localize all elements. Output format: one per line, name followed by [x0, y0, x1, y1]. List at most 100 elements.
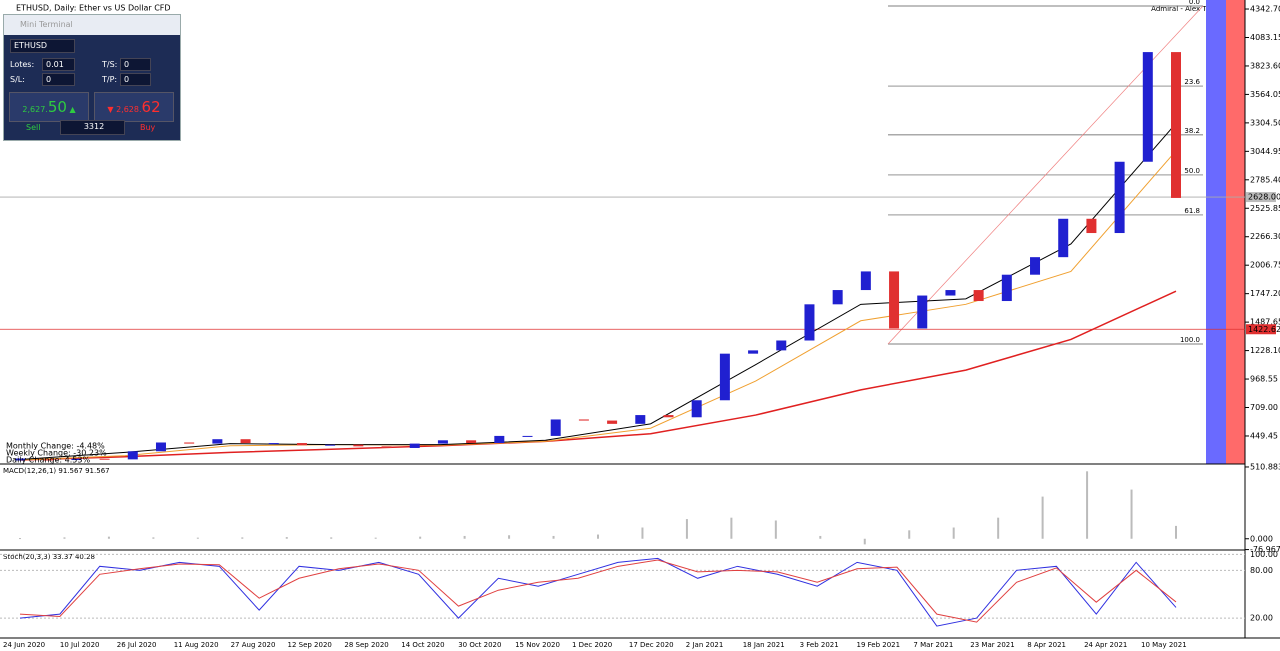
change-label: Daily Change: 4.53% [6, 456, 90, 465]
indicator-band [1226, 0, 1245, 464]
current-price-label: 2628.00 [1248, 193, 1280, 202]
indicator-band [1206, 0, 1226, 464]
ma-black [19, 123, 1177, 460]
macd-bar [552, 535, 555, 539]
date-label: 14 Oct 2020 [401, 641, 444, 649]
sell-price-big: 50 [47, 98, 67, 116]
date-label: 1 Dec 2020 [572, 641, 612, 649]
buy-price[interactable]: ▼ 2,628.62 [94, 92, 174, 122]
buy-price-small: 2,628. [116, 105, 142, 114]
date-label: 19 Feb 2021 [857, 641, 901, 649]
candle [607, 420, 618, 424]
candle [832, 290, 843, 305]
date-label: 27 Aug 2020 [231, 641, 276, 649]
candle [776, 340, 787, 351]
y-tick-label: 3823.60 [1250, 61, 1280, 70]
fib-label: 0.0 [1189, 0, 1200, 6]
candle [43, 459, 54, 461]
buy-price-big: 62 [141, 98, 161, 116]
candle [889, 271, 900, 329]
macd-bar [597, 534, 599, 539]
y-tick-label: 709.00 [1250, 403, 1278, 412]
stoch-tick-label: 80.00 [1250, 566, 1273, 575]
macd-label: MACD(12,26,1) 91.567 91.567 [3, 467, 110, 475]
candle [466, 440, 477, 444]
macd-bar [241, 537, 244, 539]
candle [353, 444, 364, 447]
sell-price[interactable]: 2,627.50 ▲ [9, 92, 89, 122]
sell-price-small: 2,627. [22, 105, 48, 114]
candle [99, 458, 110, 460]
macd-bar [374, 537, 377, 539]
date-label: 3 Feb 2021 [800, 641, 839, 649]
fib-label: 23.6 [1184, 78, 1200, 86]
candle [945, 290, 956, 296]
level-box [1246, 324, 1276, 335]
y-tick-label: 2006.75 [1250, 261, 1280, 270]
y-tick-label: 3564.05 [1250, 90, 1280, 99]
candle [1114, 161, 1125, 234]
fib-label: 50.0 [1184, 167, 1200, 175]
macd-bar [1130, 489, 1133, 539]
change-label: Monthly Change: -4.48% [6, 442, 105, 451]
date-label: 26 Jul 2020 [117, 641, 157, 649]
candle [1001, 274, 1012, 302]
candle [381, 446, 392, 448]
macd-tick-label: 0.000 [1250, 534, 1273, 543]
candle [973, 290, 984, 302]
sell-button[interactable]: Sell [26, 123, 41, 132]
macd-bar [997, 517, 1000, 539]
date-label: 17 Dec 2020 [629, 641, 674, 649]
date-label: 23 Mar 2021 [970, 641, 1014, 649]
y-tick-label: 1487.65 [1250, 318, 1280, 327]
lots-label: Lotes: [10, 60, 35, 69]
candle [1171, 52, 1181, 198]
macd-bar [330, 537, 333, 539]
date-label: 28 Sep 2020 [344, 641, 388, 649]
macd-bar [107, 536, 110, 539]
candle [212, 439, 223, 444]
macd-bar [419, 536, 422, 539]
macd-bar [641, 527, 644, 539]
lots-input[interactable]: 0.01 [42, 58, 75, 71]
candle [578, 419, 589, 421]
tp-input[interactable]: 0 [120, 73, 151, 86]
sl-label: S/L: [10, 75, 25, 84]
ma-red [19, 290, 1177, 461]
macd-bar [908, 530, 911, 539]
candle [15, 458, 25, 461]
candle [155, 442, 166, 452]
symbol-select[interactable]: ETHUSD [10, 39, 75, 53]
date-label: 30 Oct 2020 [458, 641, 501, 649]
candle [1086, 218, 1097, 234]
candle [409, 443, 420, 448]
macd-tick-label: 510.883 [1250, 462, 1280, 471]
candle [240, 439, 251, 444]
macd-bar [508, 535, 511, 539]
date-label: 24 Jun 2020 [3, 641, 45, 649]
fib-label: 61.8 [1184, 207, 1200, 215]
macd-bar [730, 517, 733, 539]
candle [268, 443, 279, 445]
candle [860, 271, 871, 291]
date-label: 15 Nov 2020 [515, 641, 560, 649]
ts-input[interactable]: 0 [120, 58, 151, 71]
y-tick-label: 1747.20 [1250, 289, 1280, 298]
ts-label: T/S: [102, 60, 118, 69]
y-tick-label: 1228.10 [1250, 346, 1280, 355]
y-tick-label: 3044.95 [1250, 147, 1280, 156]
date-label: 10 Jul 2020 [60, 641, 100, 649]
y-tick-label: 3304.50 [1250, 118, 1280, 127]
stoch-label: Stoch(20,3,3) 33.37 40.28 [3, 553, 95, 561]
sl-input[interactable]: 0 [42, 73, 75, 86]
date-label: 8 Apr 2021 [1027, 641, 1066, 649]
macd-bar [152, 537, 155, 539]
y-tick-label: 2785.40 [1250, 175, 1280, 184]
y-tick-label: 449.45 [1250, 431, 1278, 440]
macd-tick-label: -76.967 [1250, 545, 1280, 554]
candle [1142, 52, 1153, 162]
buy-button[interactable]: Buy [140, 123, 156, 132]
candle [719, 353, 730, 401]
y-tick-label: 2525.85 [1250, 204, 1280, 213]
